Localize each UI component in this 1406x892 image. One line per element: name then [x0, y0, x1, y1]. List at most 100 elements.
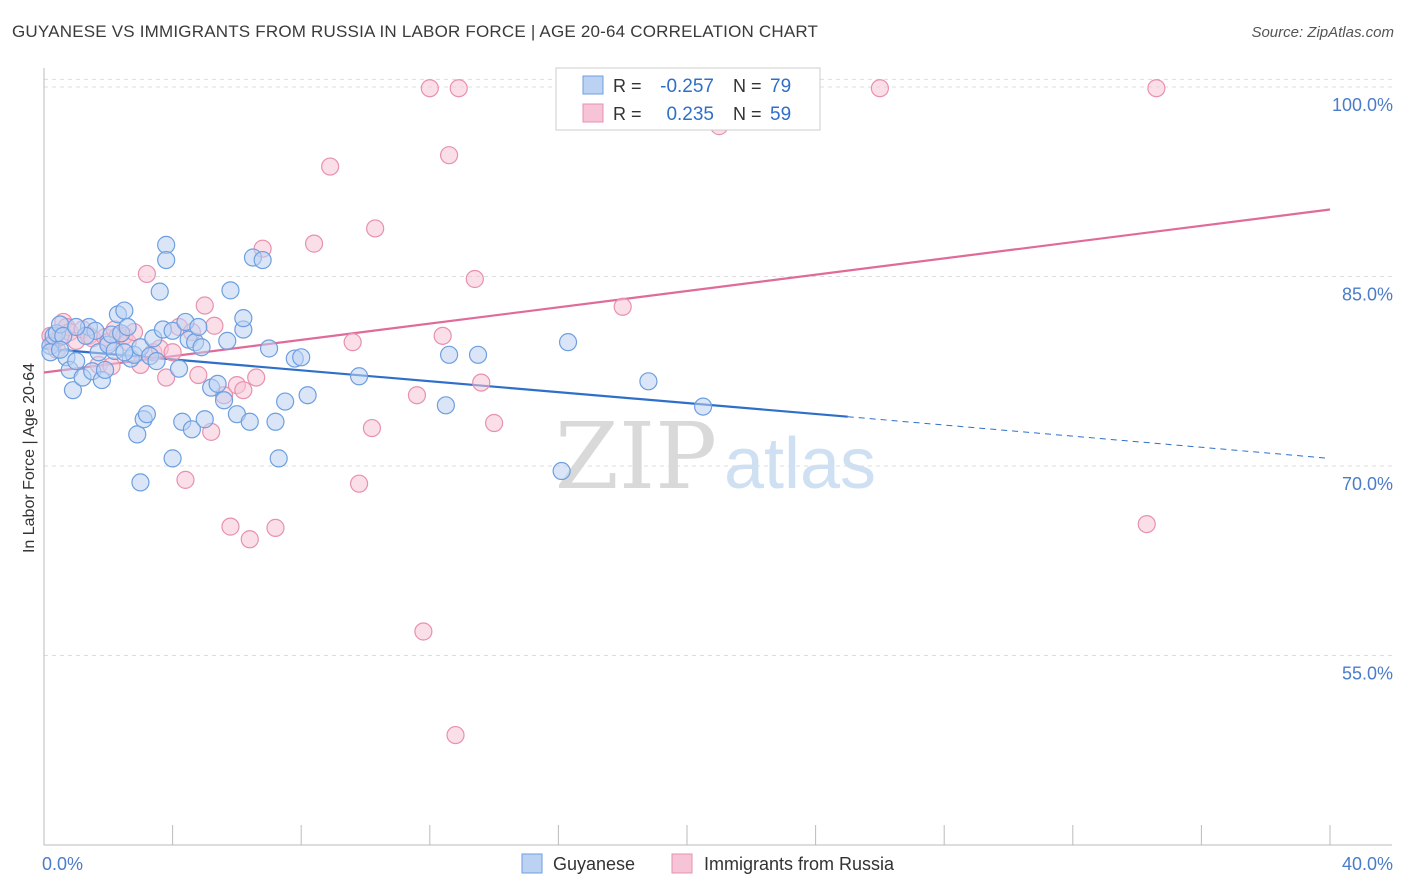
point-russia: [234, 381, 253, 400]
watermark-zip: ZIP: [555, 403, 717, 510]
point-russia: [449, 79, 468, 98]
legend-r-label-1: R =: [613, 76, 642, 96]
point-guyanese: [439, 345, 459, 364]
point-russia: [304, 234, 324, 253]
point-guyanese: [253, 250, 272, 270]
y-tick-label: 100.0%: [1332, 95, 1393, 115]
point-guyanese: [95, 360, 115, 380]
point-russia: [321, 157, 340, 176]
point-guyanese: [269, 449, 288, 468]
series-legend: Guyanese Immigrants from Russia: [521, 853, 895, 874]
source-label: Source: ZipAtlas.com: [1251, 24, 1394, 41]
point-russia: [157, 368, 176, 387]
point-guyanese: [169, 359, 189, 378]
trend-line-guyanese-extension: [847, 416, 1331, 459]
point-russia: [137, 264, 156, 284]
point-russia: [266, 518, 285, 537]
point-guyanese: [131, 473, 150, 492]
point-guyanese: [208, 374, 227, 393]
series-legend-swatch-russia: [671, 853, 693, 874]
point-guyanese: [693, 397, 713, 416]
point-guyanese: [349, 367, 369, 386]
point-russia: [1137, 514, 1156, 534]
series-legend-swatch-guyanese: [521, 853, 543, 874]
point-guyanese: [189, 317, 208, 337]
series-legend-label-guyanese: Guyanese: [553, 854, 635, 874]
point-guyanese: [192, 338, 211, 357]
y-tick-label: 85.0%: [1342, 284, 1393, 304]
point-guyanese: [218, 331, 237, 350]
point-guyanese: [63, 381, 83, 400]
grid-lines: [44, 78, 1392, 656]
point-russia: [446, 725, 465, 745]
legend-n-label-1: N =: [733, 76, 762, 96]
x-tick-label: 0.0%: [42, 854, 83, 874]
trend-line-russia: [43, 208, 1331, 374]
point-russia: [870, 79, 890, 98]
series-legend-label-russia: Immigrants from Russia: [704, 854, 895, 874]
point-russia: [163, 343, 182, 362]
point-guyanese: [115, 343, 134, 362]
point-guyanese: [234, 309, 253, 328]
point-guyanese: [67, 317, 86, 337]
point-guyanese: [639, 372, 658, 391]
chart-title: GUYANESE VS IMMIGRANTS FROM RUSSIA IN LA…: [12, 22, 819, 41]
y-axis-label: In Labor Force | Age 20-64: [21, 363, 38, 553]
point-guyanese: [468, 345, 488, 364]
point-russia: [240, 530, 259, 549]
point-russia: [414, 622, 433, 641]
legend-n-label-2: N =: [733, 104, 762, 124]
point-russia: [465, 269, 484, 289]
point-guyanese: [150, 282, 169, 301]
point-guyanese: [195, 410, 214, 429]
point-guyanese: [221, 281, 240, 300]
point-guyanese: [558, 333, 578, 352]
point-russia: [189, 365, 208, 385]
point-russia: [485, 413, 504, 433]
point-russia: [407, 386, 427, 405]
point-russia: [195, 296, 214, 315]
legend-swatch-blue: [582, 75, 604, 95]
point-guyanese: [240, 412, 259, 431]
point-russia: [349, 474, 369, 493]
point-guyanese: [163, 321, 182, 340]
point-russia: [362, 418, 382, 438]
point-russia: [439, 146, 459, 165]
watermark: ZIP atlas: [555, 403, 876, 510]
watermark-atlas: atlas: [724, 424, 876, 504]
tick-labels: 55.0% 70.0% 85.0% 100.0% 0.0% 40.0%: [42, 95, 1393, 874]
point-guyanese: [276, 392, 295, 411]
legend-swatch-pink: [582, 103, 604, 123]
point-guyanese: [67, 352, 86, 371]
point-russia: [205, 316, 224, 335]
point-russia: [247, 368, 266, 387]
point-russia: [433, 326, 452, 345]
point-russia: [1147, 79, 1166, 98]
point-guyanese: [50, 340, 70, 359]
point-russia: [366, 219, 385, 238]
x-tick-label: 40.0%: [1342, 854, 1393, 874]
point-russia: [221, 517, 240, 536]
point-guyanese: [259, 339, 279, 358]
point-guyanese: [298, 386, 317, 405]
point-guyanese: [128, 425, 147, 444]
point-guyanese: [115, 301, 134, 320]
point-guyanese: [436, 396, 455, 415]
point-guyanese: [292, 348, 311, 367]
point-guyanese: [137, 405, 156, 424]
legend-r-label-2: R =: [613, 104, 642, 124]
point-guyanese: [214, 391, 234, 410]
point-russia: [613, 297, 632, 316]
point-guyanese: [182, 420, 201, 439]
axes: [43, 68, 1392, 846]
point-guyanese: [157, 235, 176, 254]
y-tick-label: 55.0%: [1342, 663, 1393, 683]
point-guyanese: [552, 461, 571, 481]
legend-n-value-2: 59: [770, 104, 791, 125]
point-guyanese: [118, 317, 137, 337]
data-points: [41, 79, 1166, 745]
y-tick-label: 70.0%: [1342, 474, 1393, 494]
point-guyanese: [157, 250, 176, 270]
point-russia: [472, 373, 491, 392]
